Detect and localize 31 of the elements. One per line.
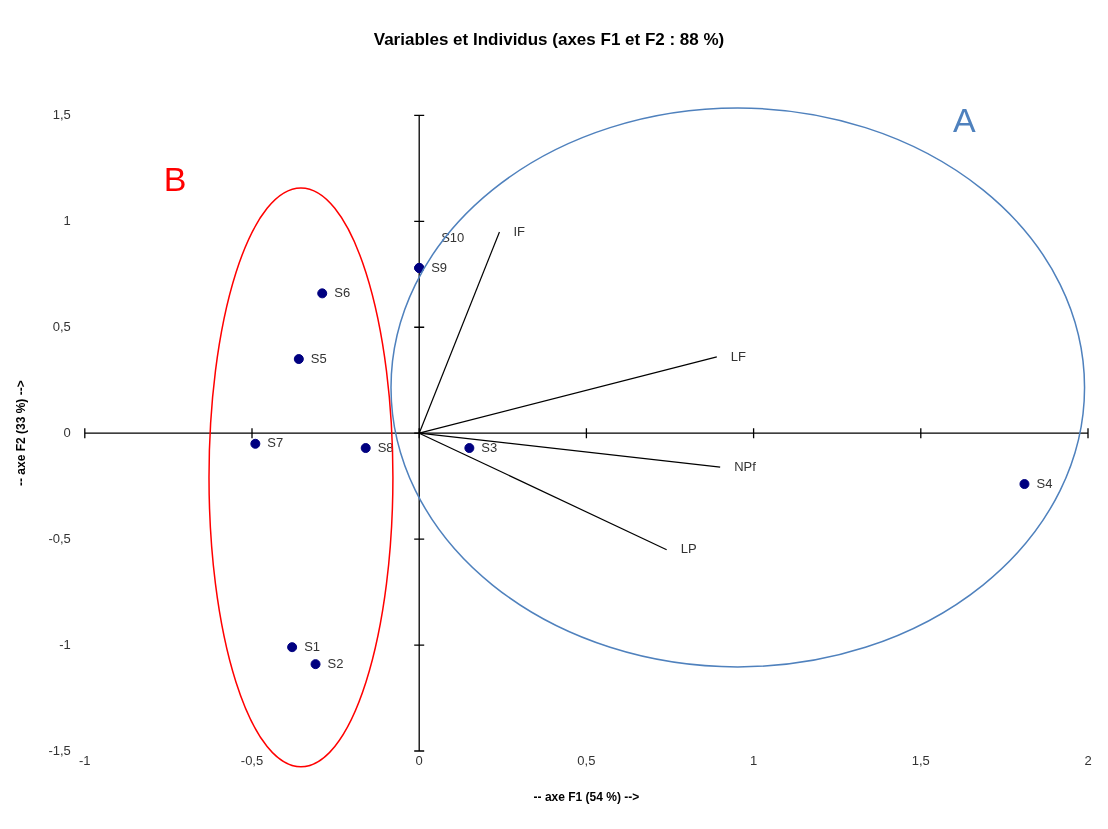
data-label: S5: [310, 350, 327, 366]
data-label: S6: [334, 284, 351, 300]
data-label: S4: [1036, 475, 1053, 491]
data-label: S9: [431, 259, 448, 275]
y-tick-label: 1,5: [52, 106, 71, 122]
annotation: B: [163, 159, 187, 198]
series-label: LF: [730, 348, 747, 364]
series-label: IF: [513, 223, 526, 239]
y-tick-label: 0,5: [52, 318, 71, 334]
annotation: A: [952, 100, 976, 139]
x-tick-label: 1: [749, 753, 758, 769]
y-tick-label: -1,5: [48, 742, 71, 758]
data-label: S3: [481, 439, 498, 455]
x-axis-title: -- axe F1 (54 %) -->: [533, 790, 640, 805]
x-tick-label: 2: [1084, 753, 1092, 769]
series-label: LP: [680, 541, 697, 557]
data-label: S7: [267, 435, 284, 451]
data-label: S1: [304, 638, 321, 654]
series-label: NPf: [734, 458, 757, 474]
y-tick-label: 1: [63, 212, 71, 228]
x-tick-label: 1,5: [911, 753, 930, 769]
y-tick-label: -1: [59, 636, 71, 652]
x-tick-label: 0: [415, 753, 423, 769]
x-tick-label: -0,5: [240, 753, 264, 769]
y-axis-title: -- axe F2 (33 %) -->: [13, 380, 28, 487]
y-tick-label: -0,5: [48, 530, 71, 546]
x-tick-label: 0,5: [577, 753, 596, 769]
x-tick-label: -1: [79, 753, 91, 769]
data-label: S2: [327, 655, 344, 671]
y-tick-label: 0: [63, 424, 71, 440]
chart-title: Variables et Individus (axes F1 et F2 : 88 %): [373, 29, 725, 49]
